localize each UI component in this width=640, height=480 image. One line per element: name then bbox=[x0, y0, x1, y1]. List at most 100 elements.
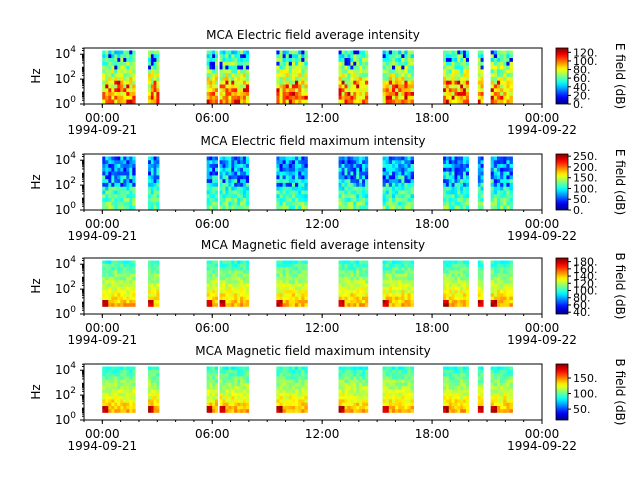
spectrogram-cell bbox=[490, 171, 495, 176]
spectrogram-cell bbox=[243, 303, 247, 307]
spectrogram-cell bbox=[448, 54, 452, 59]
spectrogram-cell bbox=[228, 389, 232, 394]
spectrogram-cell bbox=[407, 373, 411, 377]
spectrogram-cell bbox=[291, 69, 296, 74]
spectrogram-cell bbox=[398, 373, 402, 377]
spectrogram-cell bbox=[276, 392, 280, 397]
spectrogram-cell bbox=[225, 369, 229, 374]
spectrogram-cell bbox=[338, 58, 342, 63]
spectrogram-cell bbox=[150, 167, 154, 172]
spectrogram-cell bbox=[392, 201, 396, 206]
spectrogram-cell bbox=[382, 198, 386, 203]
spectrogram-cell bbox=[500, 280, 504, 284]
spectrogram-cell bbox=[225, 65, 229, 70]
spectrogram-cell bbox=[443, 283, 447, 288]
spectrogram-cell bbox=[295, 280, 299, 284]
spectrogram-cell bbox=[219, 290, 223, 294]
spectrogram-cell bbox=[395, 80, 399, 85]
spectrogram-cell bbox=[359, 171, 363, 176]
spectrogram-cell bbox=[132, 179, 136, 184]
spectrogram-cell bbox=[490, 293, 495, 297]
spectrogram-cell bbox=[480, 194, 484, 199]
spectrogram-cell bbox=[150, 260, 154, 265]
spectrogram-cell bbox=[212, 61, 216, 66]
spectrogram-cell bbox=[231, 283, 235, 288]
spectrogram-cell bbox=[503, 296, 507, 301]
spectrogram-cell bbox=[341, 198, 345, 203]
spectrogram-cell bbox=[493, 80, 498, 85]
spectrogram-cell bbox=[493, 179, 498, 184]
spectrogram-cell bbox=[209, 267, 213, 271]
spectrogram-cell bbox=[404, 54, 408, 59]
spectrogram-cell bbox=[291, 65, 296, 70]
spectrogram-cell bbox=[509, 369, 513, 374]
spectrogram-cell bbox=[304, 376, 308, 380]
spectrogram-cell bbox=[237, 376, 241, 380]
spectrogram-cell bbox=[285, 160, 290, 165]
spectrogram-cell bbox=[359, 396, 363, 400]
spectrogram-cell bbox=[282, 263, 286, 268]
spectrogram-cell bbox=[222, 290, 226, 294]
spectrogram-cell bbox=[388, 76, 393, 81]
spectrogram-cell bbox=[225, 160, 229, 165]
spectrogram-cell bbox=[150, 69, 154, 74]
spectrogram-cell bbox=[448, 99, 452, 104]
spectrogram-cell bbox=[404, 392, 408, 397]
spectrogram-cell bbox=[148, 399, 152, 403]
spectrogram-cell bbox=[285, 399, 290, 403]
spectrogram-cell bbox=[123, 402, 127, 407]
spectrogram-cell bbox=[401, 88, 405, 93]
spectrogram-cell bbox=[338, 92, 342, 97]
spectrogram-cell bbox=[353, 171, 357, 176]
spectrogram-cell bbox=[493, 386, 498, 390]
spectrogram-cell bbox=[445, 386, 449, 390]
spectrogram-cell bbox=[457, 167, 461, 172]
spectrogram-cell bbox=[465, 76, 469, 81]
spectrogram-cell bbox=[350, 276, 354, 281]
spectrogram-cell bbox=[353, 95, 357, 100]
spectrogram-cell bbox=[240, 95, 244, 100]
spectrogram-cell bbox=[398, 293, 402, 297]
spectrogram-cell bbox=[490, 58, 495, 63]
spectrogram-cell bbox=[407, 92, 411, 97]
spectrogram-cell bbox=[359, 156, 363, 161]
spectrogram-cell bbox=[108, 205, 112, 210]
spectrogram-cell bbox=[105, 156, 109, 161]
spectrogram-cell bbox=[123, 164, 127, 169]
spectrogram-cell bbox=[365, 286, 369, 291]
spectrogram-cell bbox=[356, 160, 360, 165]
spectrogram-cell bbox=[123, 156, 127, 161]
spectrogram-cell bbox=[356, 376, 360, 380]
spectrogram-cell bbox=[443, 386, 447, 390]
spectrogram-cell bbox=[359, 194, 363, 199]
spectrogram-cell bbox=[350, 175, 354, 180]
spectrogram-cell bbox=[291, 99, 296, 104]
spectrogram-cell bbox=[477, 369, 481, 374]
x-tick-label: 12:00 bbox=[305, 321, 340, 335]
spectrogram-cell bbox=[282, 156, 286, 161]
spectrogram-cell bbox=[215, 92, 218, 97]
spectrogram-cell bbox=[111, 190, 115, 195]
spectrogram-cell bbox=[460, 61, 464, 66]
spectrogram-cell bbox=[385, 65, 390, 70]
spectrogram-cell bbox=[117, 69, 121, 74]
spectrogram-cell bbox=[228, 392, 232, 397]
spectrogram-cell bbox=[225, 389, 229, 394]
spectrogram-cell bbox=[111, 300, 115, 304]
spectrogram-cell bbox=[404, 190, 408, 195]
spectrogram-cell bbox=[448, 50, 452, 55]
spectrogram-cell bbox=[117, 276, 121, 281]
spectrogram-cell bbox=[301, 260, 305, 265]
spectrogram-cell bbox=[490, 386, 495, 390]
spectrogram-cell bbox=[506, 156, 510, 161]
spectrogram-cell bbox=[445, 186, 449, 191]
spectrogram-cell bbox=[385, 300, 390, 304]
spectrogram-cell bbox=[445, 406, 449, 410]
spectrogram-cell bbox=[108, 276, 112, 281]
spectrogram-cell bbox=[443, 182, 447, 187]
spectrogram-cell bbox=[350, 61, 354, 66]
spectrogram-cell bbox=[344, 409, 348, 413]
spectrogram-cell bbox=[148, 270, 152, 274]
spectrogram-cell bbox=[240, 263, 244, 268]
spectrogram-cell bbox=[132, 167, 136, 172]
